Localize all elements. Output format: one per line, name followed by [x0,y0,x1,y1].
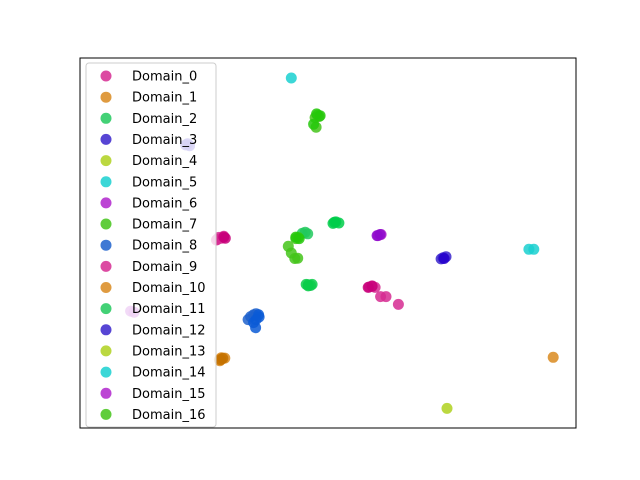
scatter-point [371,230,383,242]
legend-frame [85,62,217,428]
scatter-point [328,216,340,228]
legend-label: Domain_4 [132,154,197,169]
scatter-point [308,118,320,130]
scatter-point [293,233,305,245]
legend-marker [100,345,112,357]
legend-marker [100,176,112,188]
scatter-point [302,228,314,240]
scatter-point [547,351,559,363]
legend-marker [100,70,112,82]
scatter-point [250,322,262,334]
scatter-point [392,298,404,310]
legend-label: Domain_5 [132,175,197,190]
legend-marker [100,91,112,103]
scatter-point [292,252,304,264]
legend-label: Domain_3 [132,133,197,148]
legend-label: Domain_15 [132,387,206,402]
legend-marker [100,408,112,420]
scatter-point [438,253,450,264]
scatter-point [300,278,312,290]
legend-marker [100,260,112,272]
legend-marker [100,324,112,336]
scatter-point [441,402,453,414]
legend-items: Domain_0 Domain_1 Domain_2 Domain_3 Domain_4… [100,70,206,423]
legend-marker [100,282,112,293]
legend-label: Domain_0 [132,70,197,85]
legend-label: Domain_14 [132,366,206,381]
legend-label: Domain_6 [132,196,197,211]
legend-marker [100,239,112,251]
scatter-point [285,72,297,84]
legend-label: Domain_2 [132,112,197,127]
legend-label: Domain_10 [132,281,206,296]
legend-label: Domain_7 [132,218,197,233]
legend-label: Domain_16 [132,408,206,423]
legend-marker [100,155,112,167]
scatter-point [314,110,326,122]
scatter-point [219,232,231,244]
legend-label: Domain_12 [132,323,206,338]
scatter-point [380,291,392,303]
legend-label: Domain_9 [132,260,197,275]
legend-marker [100,197,112,209]
legend-marker [100,218,112,230]
legend-marker [100,133,112,145]
scatter-point [215,354,227,366]
scatter-point [362,281,374,293]
legend-marker [100,366,112,378]
scatter-point [528,243,540,255]
legend-label: Domain_8 [132,239,197,254]
legend: Domain_0 Domain_1 Domain_2 Domain_3 Domain_4… [85,62,217,428]
legend-marker [100,387,112,399]
legend-marker [100,303,112,315]
legend-marker [100,112,112,124]
legend-label: Domain_11 [132,302,206,317]
scatter-point [253,311,265,323]
legend-label: Domain_13 [132,344,206,359]
legend-label: Domain_1 [132,91,197,106]
